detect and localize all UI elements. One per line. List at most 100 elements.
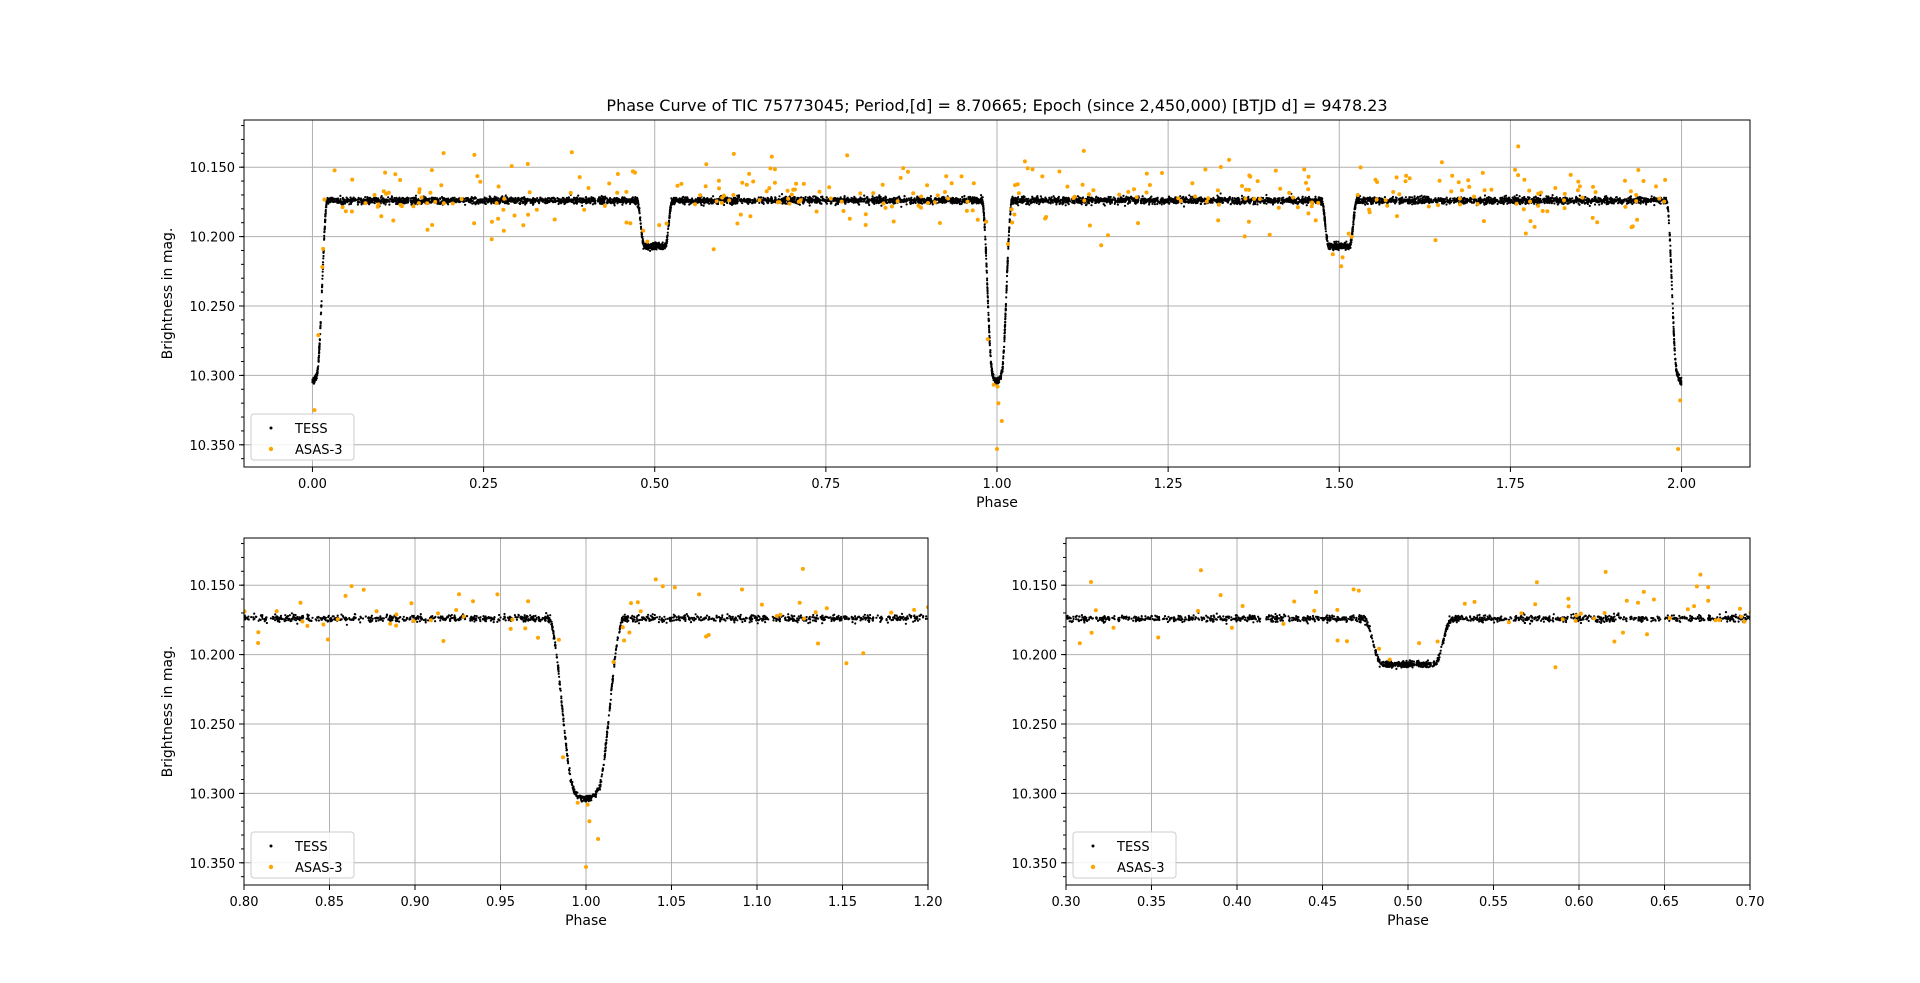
tess-point [572,202,576,205]
tess-point [520,197,523,201]
tess-point [1423,198,1426,201]
tess-point [1063,197,1067,200]
tess-point [898,197,901,200]
tess-point [320,291,323,294]
tess-point [884,196,888,199]
tess-point [891,197,894,200]
tess-point [364,196,367,199]
tess-point [1184,196,1188,199]
tess-point [469,201,472,204]
tess-point [988,334,991,337]
tess-point [1645,203,1648,206]
tess-point [1411,196,1414,199]
tess-point [712,199,716,202]
tess-point [1023,199,1026,203]
tess-point [1050,196,1053,199]
tess-point [587,197,591,200]
tess-point [366,196,369,199]
tess-point [1603,201,1606,204]
tess-point [323,234,326,237]
tess-point [1435,201,1438,204]
tess-point [1167,195,1171,198]
tess-point [682,195,685,198]
tess-point [1566,200,1569,203]
tess-point [434,196,437,199]
tess-point [716,202,720,206]
tess-point [557,202,560,206]
tess-point [384,203,387,206]
tess-point [1143,202,1146,205]
tess-point [806,196,810,199]
tess-point [882,197,885,200]
tess-point [1417,196,1420,199]
tess-point [1055,203,1058,206]
tess-point [953,202,956,205]
tess-point [598,200,601,203]
tess-point [1194,199,1197,202]
tess-point [1667,222,1670,225]
tess-point [629,202,632,205]
tess-point [780,193,784,196]
tess-point [1002,355,1005,358]
top-panel-full-phase: 0.00 0.25 0.50 0.75 1.00 1.25 1.50 1.75 2.0010.1… [160,119,1751,511]
tess-point [390,200,393,203]
tess-point [388,203,391,206]
tess-point [1122,194,1125,197]
tess-point [1564,201,1567,204]
tess-point [591,199,594,202]
tess-point [359,197,363,200]
tess-point [1428,201,1431,204]
tess-point [820,202,823,205]
tess-point [1546,195,1549,198]
tess-point [1068,200,1072,203]
tess-point [616,202,619,205]
tess-point [1441,202,1444,205]
tess-point [771,199,774,202]
tess-point [1226,201,1230,204]
tess-point [577,194,580,197]
tess-point [1515,194,1518,197]
tess-point [1280,199,1284,202]
tess-point [1496,202,1499,206]
tess-point [1159,201,1162,204]
tess-point [1593,195,1597,198]
tess-point [1304,196,1307,199]
tess-point [1569,200,1572,203]
tess-point [911,202,915,205]
tess-point [1584,195,1587,199]
tess-point [1231,196,1234,200]
tess-point [1671,288,1674,291]
tess-point [686,197,689,200]
tess-point [1057,195,1060,198]
tess-point [357,196,360,199]
tess-point [414,194,418,197]
tess-point [1629,201,1632,204]
tess-point [800,196,803,199]
tess-point [1190,198,1193,201]
tess-point [1505,194,1508,197]
tess-point [1444,198,1447,201]
tess-point [1483,194,1487,197]
tess-point [905,203,908,206]
tess-point [1591,198,1594,201]
tess-point [809,196,812,199]
tess-point [851,198,854,201]
tess-point [356,203,359,206]
tess-point [462,200,465,203]
tess-point [339,194,342,197]
tess-point [1041,200,1044,203]
tess-point [606,199,609,202]
tess-point [846,196,849,199]
tess-point [684,196,687,199]
tess-point [1606,197,1609,201]
tess-point [1359,201,1362,204]
tess-point [1150,195,1153,198]
tess-point [1668,233,1671,236]
tess-point [1231,198,1234,202]
tess-point [621,203,624,206]
tess-point [1015,197,1018,200]
tess-point [1614,196,1618,199]
tess-point [562,197,565,200]
tess-point [1603,197,1606,200]
